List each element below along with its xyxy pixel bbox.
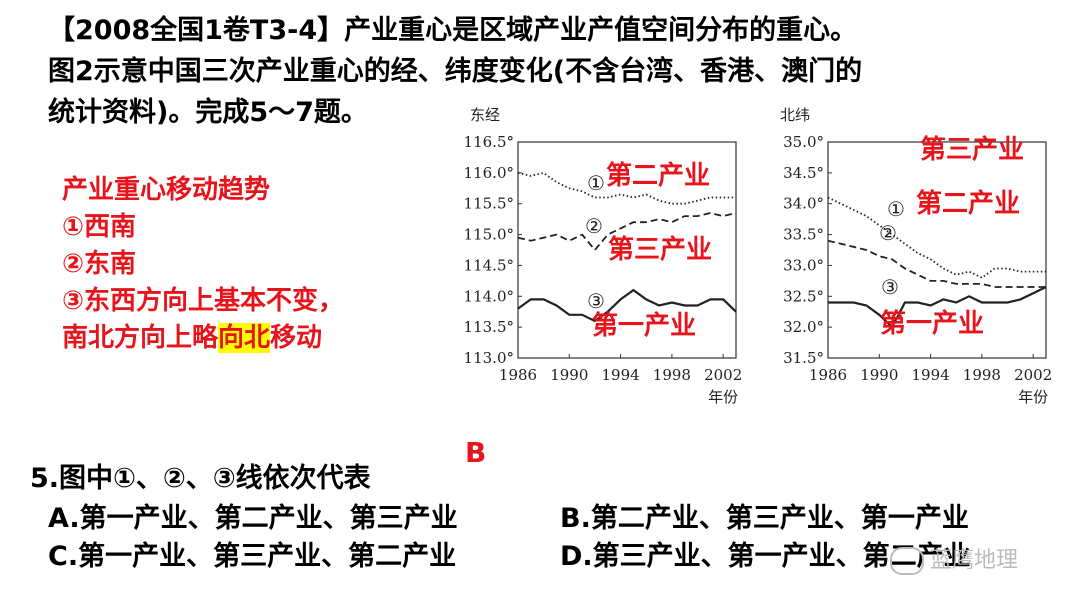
x-tick-label: 1994 — [601, 366, 639, 384]
series-label-3: 第一产业 — [880, 308, 984, 339]
series-label-2: 第三产业 — [920, 134, 1024, 165]
series-marker-3: ③ — [881, 275, 899, 299]
series-label-2: 第三产业 — [608, 234, 712, 265]
x-tick-label: 1986 — [499, 366, 537, 384]
trend-item-1: ①西南 — [62, 212, 137, 242]
y-tick-label: 31.5° — [783, 349, 824, 367]
y-axis-label: 东经 — [470, 106, 500, 124]
option-b[interactable]: B.第二产业、第三产业、第一产业 — [560, 503, 969, 534]
x-tick-label: 2002 — [1014, 366, 1052, 384]
x-tick-label: 2002 — [704, 366, 742, 384]
series-line-2 — [827, 239, 1046, 288]
option-d[interactable]: D.第三产业、第一产业、第二产业 — [560, 541, 971, 572]
y-tick-label: 115.0° — [464, 226, 514, 244]
wechat-icon — [890, 547, 924, 575]
plot-frame — [827, 141, 1047, 359]
trend-item-3b: 南北方向上略向北移动 — [62, 320, 344, 357]
y-tick-label: 116.0° — [464, 164, 514, 182]
intro-text: 【2008全国1卷T3-4】产业重心是区域产业产值空间分布的重心。 图2示意中国… — [48, 10, 1048, 133]
option-a[interactable]: A.第一产业、第二产业、第三产业 — [48, 503, 458, 534]
series-marker-2: ② — [585, 214, 603, 238]
y-tick-label: 32.5° — [783, 287, 824, 305]
series-marker-1: ① — [887, 197, 905, 221]
y-tick-label: 113.5° — [464, 318, 514, 336]
y-tick-label: 35.0° — [783, 133, 824, 151]
trend-item-2: ②东南 — [62, 249, 137, 279]
series-line-3 — [828, 286, 1047, 329]
y-tick-label: 114.0° — [464, 287, 514, 305]
series-line-1 — [827, 196, 1046, 279]
series-marker-2: ② — [879, 221, 897, 245]
trend-notes: 产业重心移动趋势 ①西南 ②东南 ③东西方向上基本不变， 南北方向上略向北移动 — [62, 172, 344, 357]
y-tick-label: 34.5° — [783, 164, 824, 182]
trend-item-3b-post: 移动 — [270, 323, 323, 353]
y-axis-label: 北纬 — [780, 106, 810, 124]
x-axis-label: 年份 — [1018, 388, 1048, 406]
series-marker-1: ① — [587, 171, 605, 195]
intro-line-1: 【2008全国1卷T3-4】产业重心是区域产业产值空间分布的重心。 — [48, 15, 858, 46]
intro-line-3: 统计资料)。完成5～7题。 — [48, 97, 368, 128]
latitude-chart: 北纬 35.0° 34.5° 34.0° 33.5° 33.0° 32.5° 32.0° 31.… — [780, 106, 1052, 406]
plot-frame — [517, 141, 737, 359]
series-line-1 — [517, 171, 736, 205]
x-tick-label: 1990 — [550, 366, 588, 384]
y-tick-label: 113.0° — [464, 349, 514, 367]
x-tick-label: 1990 — [860, 366, 898, 384]
y-tick-label: 33.5° — [783, 226, 824, 244]
y-tick-label: 32.0° — [783, 318, 824, 336]
longitude-chart: 东经 116.5° 116.0° 115.5° 115.0° 114.5° 114.0° 11… — [464, 106, 743, 406]
y-tick-label: 33.0° — [783, 256, 824, 274]
x-tick-label: 1998 — [963, 366, 1001, 384]
y-tick-label: 34.0° — [783, 195, 824, 213]
trend-item-3a: ③东西方向上基本不变， — [62, 286, 345, 316]
question-text: 5.图中①、②、③线依次代表 — [30, 463, 371, 494]
watermark-text: 蓝鹰地理 — [930, 548, 1019, 573]
series-line-2 — [517, 212, 737, 252]
y-tick-label: 116.5° — [464, 133, 514, 151]
y-tick-label: 114.5° — [464, 256, 514, 274]
series-line-3 — [517, 288, 737, 323]
x-tick-label: 1998 — [653, 366, 691, 384]
series-label-3: 第一产业 — [592, 310, 696, 341]
series-marker-3: ③ — [587, 289, 605, 313]
trend-title: 产业重心移动趋势 — [62, 175, 271, 205]
series-label-1: 第二产业 — [916, 188, 1020, 219]
option-c[interactable]: C.第一产业、第三产业、第二产业 — [48, 541, 457, 572]
series-label-1: 第二产业 — [606, 160, 710, 191]
intro-line-2: 图2示意中国三次产业重心的经、纬度变化(不含台湾、香港、澳门的 — [48, 56, 863, 87]
x-axis-label: 年份 — [708, 388, 738, 406]
answer-label: B — [465, 436, 487, 469]
x-tick-label: 1994 — [911, 366, 949, 384]
watermark: 蓝鹰地理 — [890, 542, 1018, 575]
y-tick-label: 115.5° — [464, 195, 514, 213]
x-tick-label: 1986 — [809, 366, 847, 384]
trend-item-3b-pre: 南北方向上略 — [62, 323, 219, 353]
trend-highlight: 向北 — [218, 323, 271, 353]
